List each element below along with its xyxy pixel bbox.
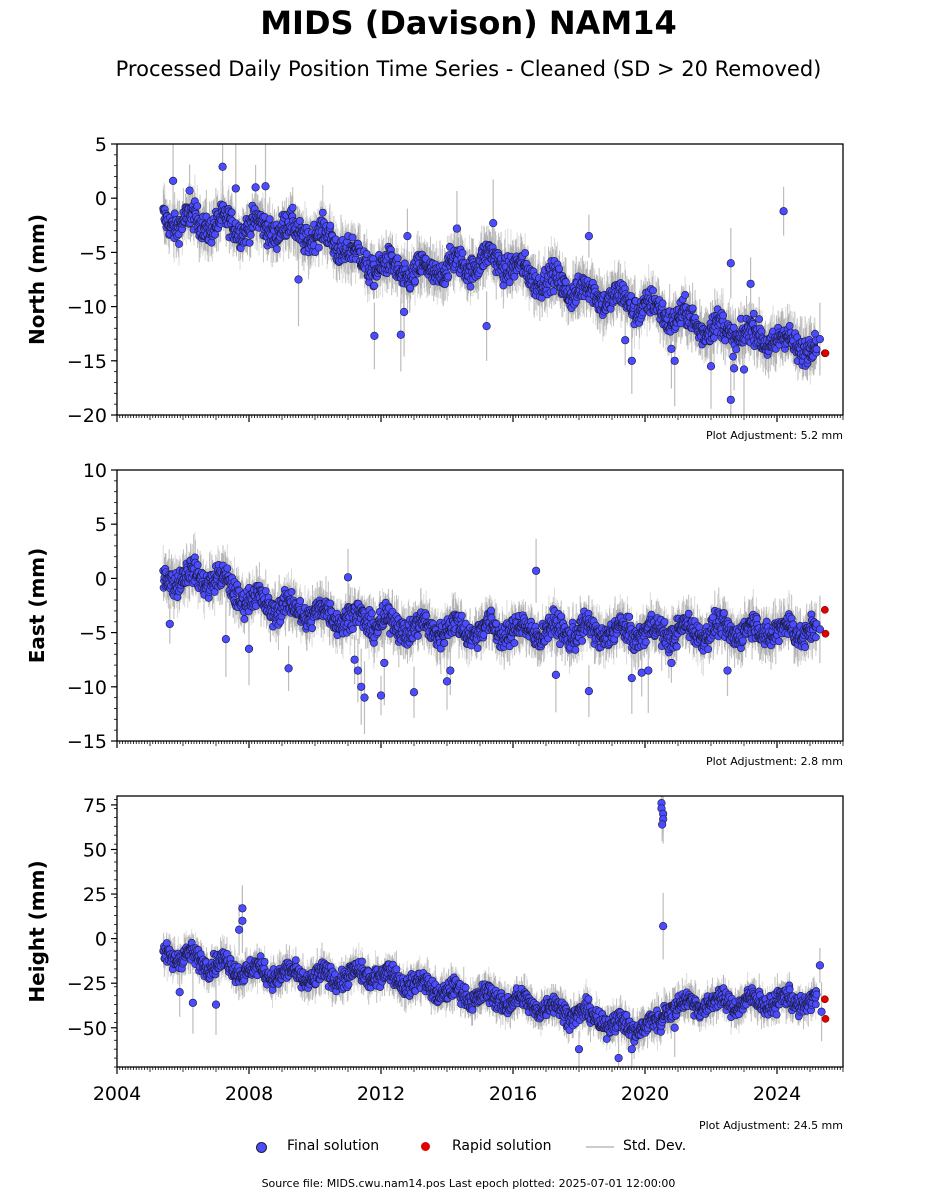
final-point <box>444 272 453 281</box>
final-point <box>227 208 236 217</box>
final-point <box>688 304 697 313</box>
final-point <box>193 202 202 210</box>
final-point <box>755 315 764 324</box>
final-point-outlier <box>706 362 716 371</box>
final-point <box>348 233 357 242</box>
final-point <box>729 352 737 361</box>
final-point-outlier <box>621 336 630 345</box>
final-point-outlier <box>452 224 462 233</box>
final-point <box>207 238 216 247</box>
final-point-outlier <box>726 395 735 404</box>
final-point-outlier <box>627 356 636 365</box>
y-tick-label: −15 <box>67 351 107 373</box>
final-point <box>812 345 821 354</box>
final-point-outlier <box>251 183 260 192</box>
final-point <box>170 209 179 218</box>
final-point <box>785 321 794 330</box>
final-point <box>288 203 297 212</box>
y-tick-label: −10 <box>67 297 107 319</box>
final-point <box>505 278 514 287</box>
final-point <box>466 282 475 291</box>
final-point <box>272 245 281 253</box>
final-point-outlier <box>489 219 498 228</box>
final-point <box>295 217 304 225</box>
y-tick-label: 5 <box>95 134 107 156</box>
y-tick-label: 0 <box>95 188 107 210</box>
final-point-outlier <box>403 232 412 241</box>
y-axis-label: North (mm) <box>25 214 49 345</box>
final-point <box>245 239 254 247</box>
final-point-outlier <box>670 356 679 365</box>
final-point <box>732 345 741 354</box>
final-point-outlier <box>779 207 788 216</box>
y-tick-label: −20 <box>67 405 107 427</box>
final-point <box>719 311 728 320</box>
chart-title: MIDS (Davison) NAM14 <box>260 4 677 42</box>
final-point <box>510 272 519 281</box>
final-point <box>549 287 558 296</box>
plot-adjustment-note: Plot Adjustment: 5.2 mm <box>706 429 843 442</box>
final-point-outlier <box>729 364 739 373</box>
final-point-outlier <box>185 186 194 195</box>
y-tick-label: −5 <box>79 242 107 264</box>
final-point <box>393 254 402 263</box>
final-point <box>458 249 467 257</box>
final-point <box>175 240 183 248</box>
final-point-outlier <box>396 330 405 339</box>
final-point <box>649 286 657 295</box>
chart-subtitle: Processed Daily Position Time Series - C… <box>115 57 822 81</box>
final-point <box>749 309 758 318</box>
final-point <box>314 243 323 252</box>
panel-0: 5 0 −5 −10 −15 −20 North (mm) Plot Adjustment: … <box>25 134 844 442</box>
final-point-outlier <box>667 344 676 353</box>
final-point-outlier <box>482 322 491 331</box>
final-point <box>370 281 379 290</box>
final-point <box>658 299 667 308</box>
final-point-outlier <box>739 365 749 374</box>
final-point <box>729 323 738 332</box>
final-point-outlier <box>218 162 227 171</box>
panel-data-1 <box>159 532 830 735</box>
final-point-outlier <box>370 331 379 340</box>
final-point <box>211 230 219 239</box>
final-point <box>681 291 690 299</box>
final-point-outlier <box>815 335 825 344</box>
final-point <box>555 264 564 273</box>
final-point <box>521 249 530 257</box>
final-point-outlier <box>294 275 303 284</box>
final-point-outlier <box>584 232 594 241</box>
final-point <box>318 208 327 217</box>
rapid-point <box>821 349 830 358</box>
final-point-outlier <box>400 307 409 317</box>
final-point-outlier <box>746 279 755 288</box>
final-point-outlier <box>169 176 178 185</box>
panel-data-0 <box>159 144 830 415</box>
final-point <box>406 283 415 292</box>
final-point <box>326 221 335 230</box>
final-point-outlier <box>231 184 240 193</box>
final-point <box>411 277 419 286</box>
final-point <box>246 231 255 239</box>
final-point-outlier <box>261 182 270 191</box>
final-point <box>562 278 570 286</box>
final-point <box>265 215 274 224</box>
final-point-outlier <box>726 259 735 268</box>
